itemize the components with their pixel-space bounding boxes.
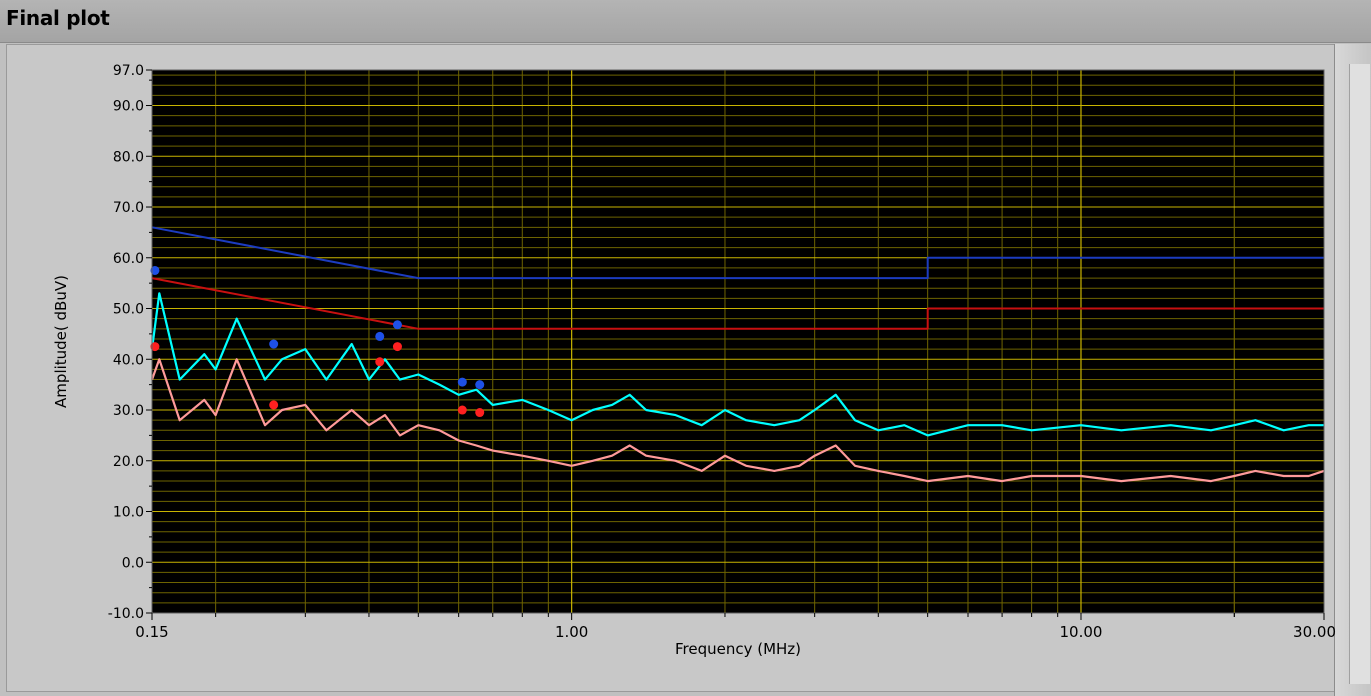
qp_marker-point [457,377,467,387]
y-tick-label: 97.0 [113,63,144,79]
window-title: Final plot [6,6,110,30]
title-bar: Final plot [0,0,1371,43]
avg_marker-point [475,408,485,418]
avg_marker-point [150,342,160,352]
x-tick-label: 30.00 [1293,623,1336,641]
vertical-scrollbar[interactable] [1334,44,1371,696]
avg_marker-point [269,400,279,410]
y-tick-label: 80.0 [113,149,144,165]
qp_trace-line [150,292,1324,437]
y-tick-label: 90.0 [113,99,144,115]
qp_marker-point [150,265,160,275]
qp_marker-point [375,331,385,341]
x-tick-label: 0.15 [135,623,168,641]
y-tick-label: 50.0 [113,302,144,318]
plot-frame [151,69,1325,614]
y-tick-label: 40.0 [113,352,144,368]
marker-layer [150,265,485,418]
qp_marker-point [392,320,402,330]
x-tick-label: 1.00 [555,623,588,641]
avg_marker-point [457,405,467,415]
qp_marker-point [269,339,279,349]
qp_marker-point [475,380,485,390]
x-tick-label: 10.00 [1060,623,1103,641]
y-axis-label: Amplitude( dBuV) [52,275,70,408]
y-tick-label: 20.0 [113,454,144,470]
y-tick-label: 60.0 [113,251,144,267]
y-tick-label: 10.0 [113,505,144,521]
series-layer [150,226,1325,483]
y-tick-label: 0.0 [122,555,144,571]
y-axis-ticks: 97.0 90.0 80.0 70.0 60.0 50.0 40.0 30.0 20.0 10.0… [108,63,152,622]
avg_trace-line [150,358,1325,483]
avg_marker-point [375,357,385,367]
y-tick-label: -10.0 [108,606,144,622]
avg_marker-point [392,342,402,352]
qp_limit-line [151,226,1324,280]
x-axis-label: Frequency (MHz) [675,640,801,658]
scrollbar-track[interactable] [1349,64,1370,684]
x-axis-ticks: 0.15 1.00 10.00 30.00 [135,613,1336,641]
y-tick-label: 30.0 [113,403,144,419]
avg_limit-line [151,277,1324,330]
y-tick-label: 70.0 [113,200,144,216]
plot-area [152,70,1324,613]
